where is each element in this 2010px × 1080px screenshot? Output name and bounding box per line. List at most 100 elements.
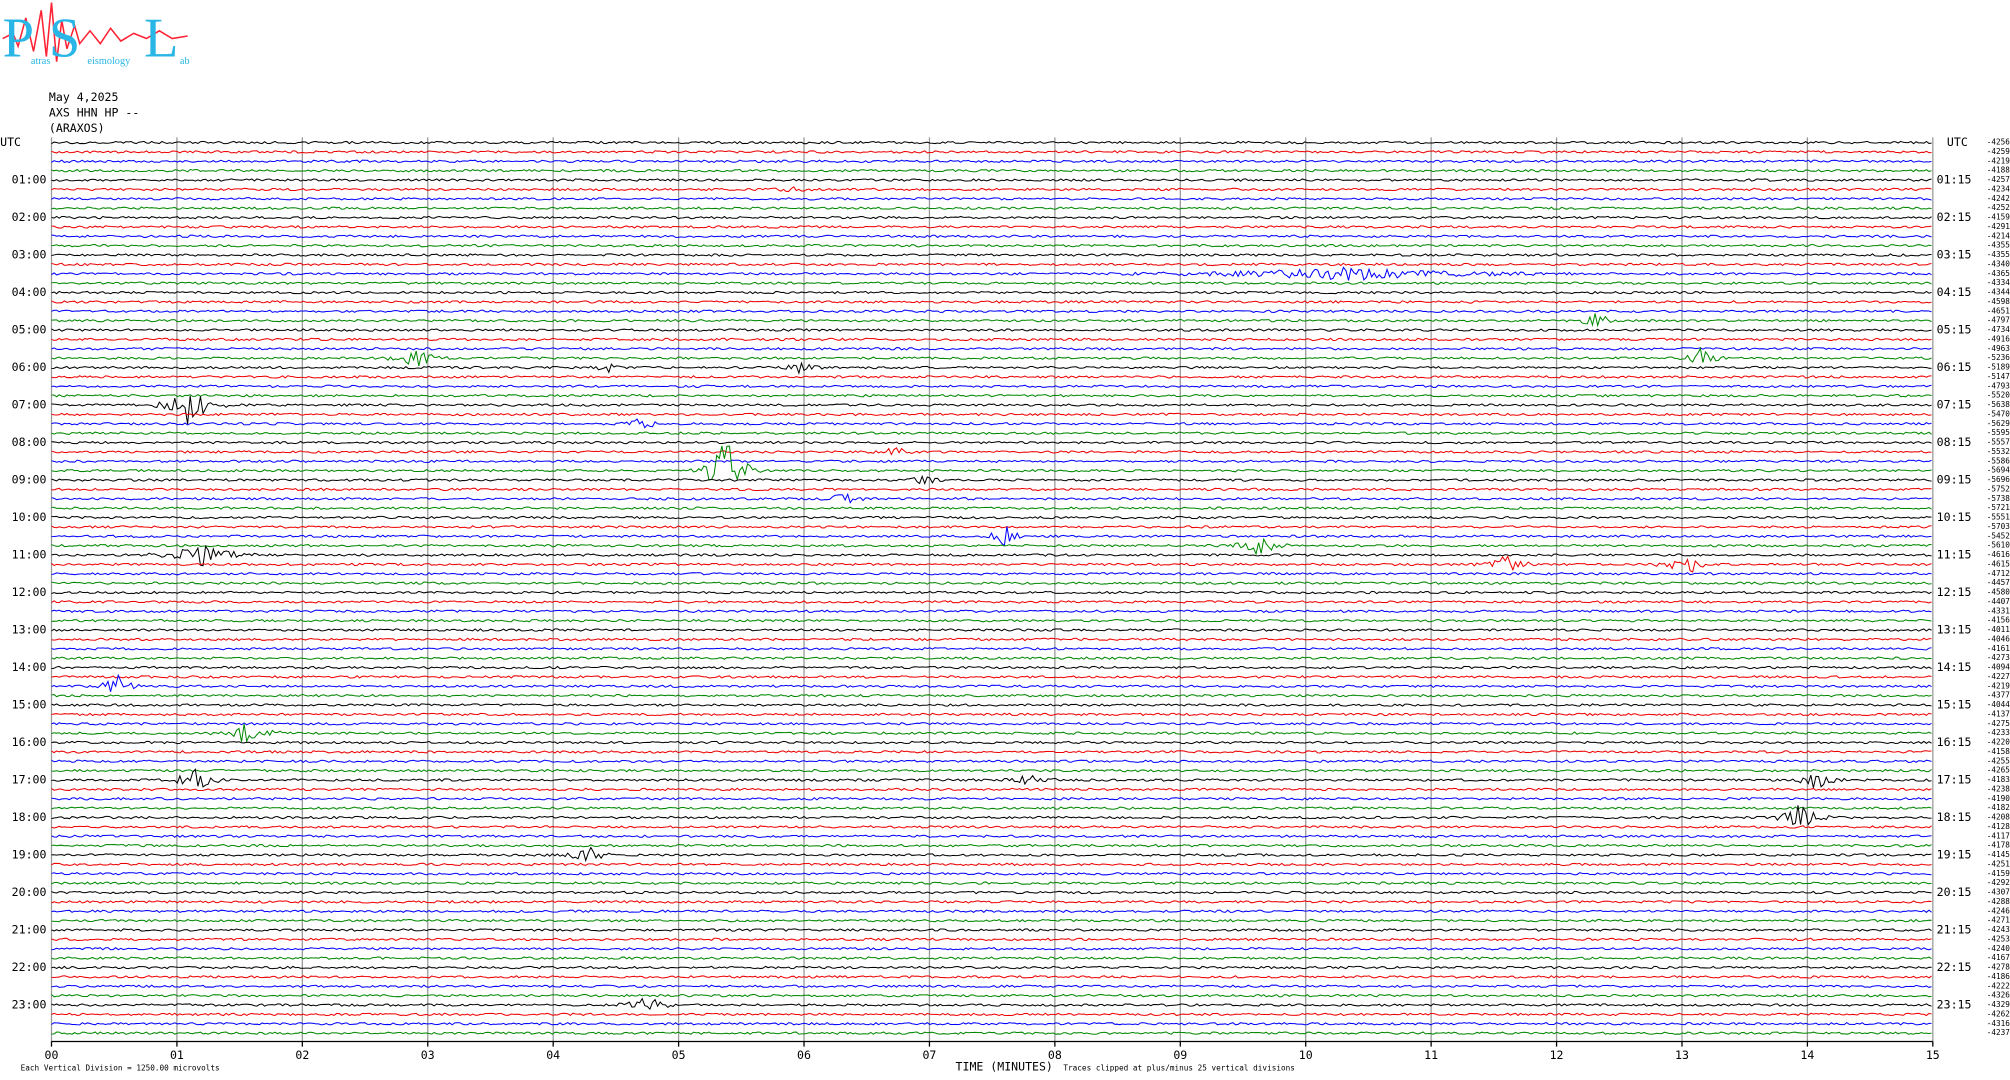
trace-offset: -5738 <box>1987 494 2010 503</box>
trace <box>51 487 1932 492</box>
trace-offset: -4963 <box>1987 344 2010 353</box>
hour-label-left: 15:00 <box>12 698 47 712</box>
hour-label-right: 07:15 <box>1937 398 1972 412</box>
trace-offset: -5703 <box>1987 522 2010 531</box>
trace-offset: -4167 <box>1987 953 2010 962</box>
trace-offset: -4182 <box>1987 803 2010 812</box>
trace <box>51 328 1932 332</box>
trace <box>51 544 1932 567</box>
trace <box>51 525 1932 529</box>
trace-offset: -4214 <box>1987 231 2010 240</box>
trace-offset: -4615 <box>1987 559 2010 568</box>
hour-label-right: 16:15 <box>1937 735 1972 749</box>
trace <box>51 1031 1932 1035</box>
trace <box>51 290 1932 295</box>
hour-label-right: 09:15 <box>1937 473 1972 487</box>
trace <box>51 168 1932 173</box>
hour-label-right: 13:15 <box>1937 623 1972 637</box>
trace <box>51 918 1932 923</box>
logo-p: P <box>3 8 34 70</box>
trace <box>51 309 1932 314</box>
trace-offset: -5610 <box>1987 541 2010 550</box>
hour-label-left: 13:00 <box>12 623 47 637</box>
trace <box>51 150 1932 154</box>
hour-label-right: 05:15 <box>1937 323 1972 337</box>
logo-word: eismology <box>87 56 131 67</box>
trace-offset: -4240 <box>1987 944 2010 953</box>
trace-offset: -4161 <box>1987 644 2010 653</box>
hour-label-left: 17:00 <box>12 773 47 787</box>
trace <box>51 928 1932 932</box>
trace <box>51 740 1932 745</box>
trace-offset: -5551 <box>1987 513 2010 522</box>
hour-label-right: 23:15 <box>1937 998 1972 1012</box>
trace <box>51 909 1932 914</box>
trace-offset: -4253 <box>1987 934 2010 943</box>
trace-offset: -5595 <box>1987 428 2010 437</box>
hour-label-left: 18:00 <box>12 810 47 824</box>
hour-label-right: 03:15 <box>1937 248 1972 262</box>
x-tick-label: 08 <box>1048 1048 1062 1062</box>
hour-label-left: 23:00 <box>12 998 47 1012</box>
trace-offset: -4243 <box>1987 925 2010 934</box>
trace <box>51 395 1932 425</box>
trace-offset: -4178 <box>1987 841 2010 850</box>
trace <box>51 281 1932 285</box>
trace <box>51 253 1932 257</box>
x-tick-label: 03 <box>421 1048 435 1062</box>
trace-offset: -4316 <box>1987 1019 2010 1028</box>
hour-label-left: 09:00 <box>12 473 47 487</box>
hour-label-right: 04:15 <box>1937 285 1972 299</box>
trace <box>51 890 1932 895</box>
trace-offset: -4156 <box>1987 616 2010 625</box>
trace <box>51 796 1932 801</box>
trace <box>51 984 1932 989</box>
hour-label-left: 16:00 <box>12 735 47 749</box>
trace <box>51 492 1932 504</box>
trace <box>51 900 1932 904</box>
x-tick-label: 11 <box>1424 1048 1438 1062</box>
hour-label-left: 03:00 <box>12 248 47 262</box>
trace-offset: -5694 <box>1987 466 2010 475</box>
trace-offset: -5557 <box>1987 438 2010 447</box>
trace <box>51 431 1932 435</box>
trace-offset: -4273 <box>1987 653 2010 662</box>
trace <box>51 947 1932 951</box>
trace-offset: -4265 <box>1987 766 2010 775</box>
trace <box>51 723 1932 744</box>
x-tick-label: 10 <box>1299 1048 1313 1062</box>
trace <box>51 337 1932 342</box>
hour-label-right: 14:15 <box>1937 660 1972 674</box>
trace <box>51 1012 1932 1017</box>
hour-label-left: 02:00 <box>12 210 47 224</box>
trace-offset: -4580 <box>1987 588 2010 597</box>
trace <box>51 834 1932 839</box>
logo: P S L atras eismology ab <box>2 2 190 70</box>
hour-label-left: 19:00 <box>12 848 47 862</box>
trace <box>51 300 1932 304</box>
hour-label-left: 07:00 <box>12 398 47 412</box>
trace-offset: -4094 <box>1987 663 2010 672</box>
trace <box>51 1021 1932 1026</box>
trace <box>51 721 1932 726</box>
trace <box>51 346 1932 367</box>
trace <box>51 555 1932 573</box>
trace-offset: -5532 <box>1987 447 2010 456</box>
trace-offset: -4208 <box>1987 813 2010 822</box>
trace <box>51 862 1932 867</box>
trace <box>51 178 1932 182</box>
utc-right: UTC <box>1947 135 1968 149</box>
hour-label-left: 01:00 <box>12 173 47 187</box>
trace-offset: -5696 <box>1987 475 2010 484</box>
hour-label-left: 14:00 <box>12 660 47 674</box>
trace <box>51 787 1932 792</box>
x-tick-label: 01 <box>170 1048 184 1062</box>
channel: AXS HHN HP -- <box>49 106 139 120</box>
trace-offset: -4365 <box>1987 269 2010 278</box>
hour-label-right: 12:15 <box>1937 585 1972 599</box>
trace-offset: -5452 <box>1987 531 2010 540</box>
trace-offset: -4234 <box>1987 184 2010 193</box>
hour-label-right: 20:15 <box>1937 885 1972 899</box>
hour-label-right: 15:15 <box>1937 698 1972 712</box>
hour-label-left: 05:00 <box>12 323 47 337</box>
